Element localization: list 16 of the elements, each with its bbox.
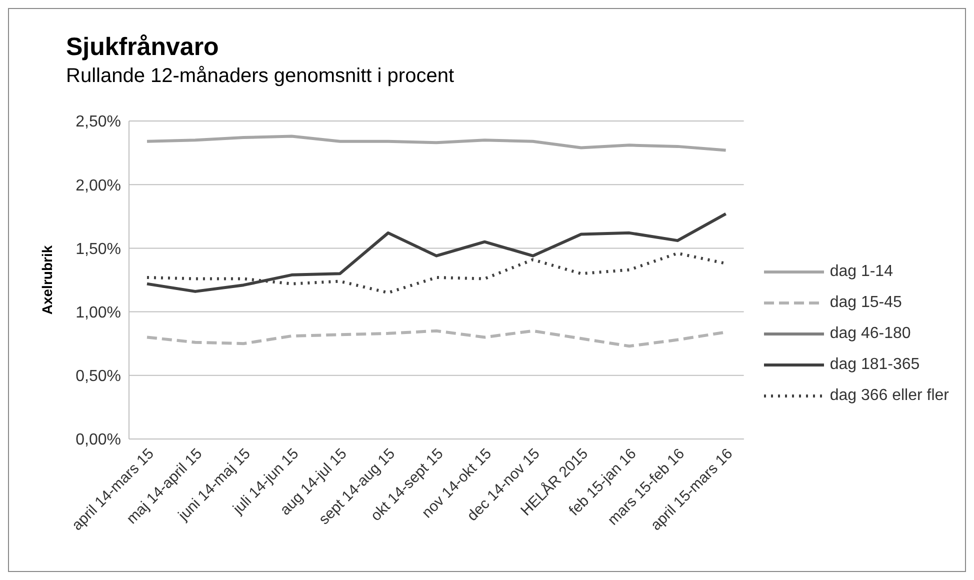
legend-label: dag 366 eller fler <box>830 387 949 405</box>
legend-label: dag 15-45 <box>830 294 902 312</box>
legend-label: dag 46-180 <box>830 325 911 343</box>
chart-title: Sjukfrånvaro <box>66 33 219 62</box>
y-axis-title: Axelrubrik <box>38 245 55 315</box>
legend-label: dag 181-365 <box>830 356 920 374</box>
chart-subtitle: Rullande 12-månaders genomsnitt i procent <box>66 65 454 88</box>
y-tick-label: 0,00% <box>76 432 121 449</box>
y-tick-label: 0,50% <box>76 368 121 386</box>
y-tick-label: 2,00% <box>76 177 121 194</box>
y-tick-label: 2,50% <box>76 114 121 131</box>
y-tick-label: 1,00% <box>76 304 121 322</box>
line-series <box>146 134 728 152</box>
legend-label: dag 1-14 <box>830 263 893 281</box>
y-tick-label: 1,50% <box>76 240 121 258</box>
line-series <box>146 212 728 293</box>
